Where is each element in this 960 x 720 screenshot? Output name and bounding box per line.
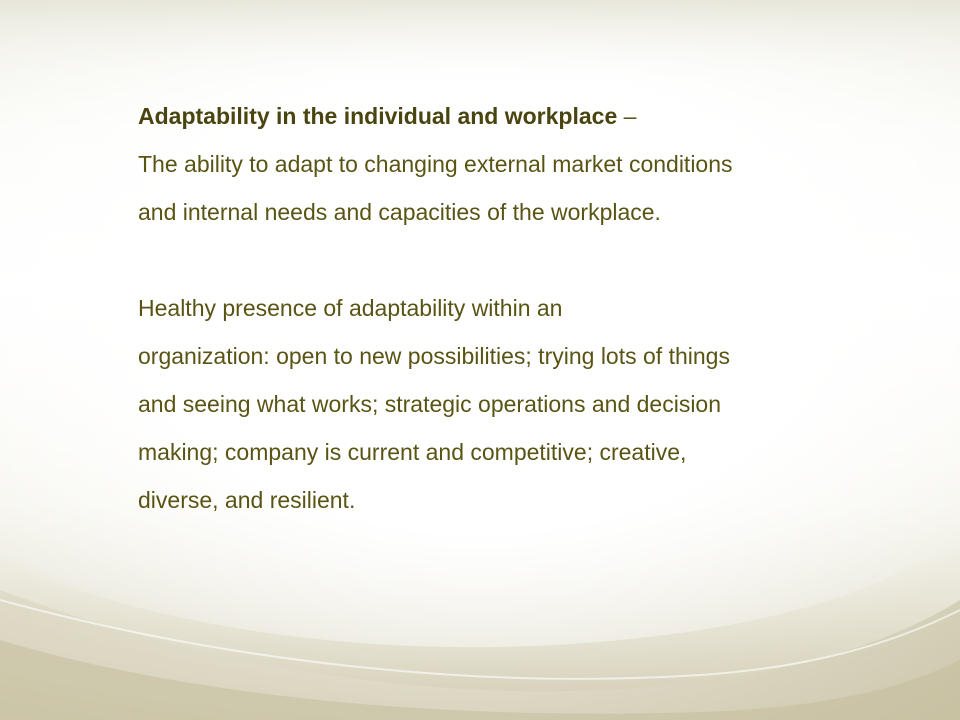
top-shade bbox=[0, 0, 960, 90]
slide-content: Adaptability in the individual and workp… bbox=[138, 92, 858, 524]
slide-heading: Adaptability in the individual and workp… bbox=[138, 92, 858, 140]
presence-line-5: diverse, and resilient. bbox=[138, 487, 356, 513]
presence-line-3: and seeing what works; strategic operati… bbox=[138, 391, 722, 417]
definition-line-1: The ability to adapt to changing externa… bbox=[138, 151, 733, 177]
heading-suffix: – bbox=[617, 103, 637, 129]
presence-line-4: making; company is current and competiti… bbox=[138, 439, 687, 465]
wave-highlight bbox=[0, 599, 960, 680]
heading-bold: Adaptability in the individual and workp… bbox=[138, 103, 618, 129]
presence-line-2: organization: open to new possibilities;… bbox=[138, 343, 730, 369]
definition-line-2: and internal needs and capacities of the… bbox=[138, 199, 661, 225]
wave-front bbox=[0, 640, 960, 720]
paragraph-gap bbox=[138, 236, 858, 284]
wave-middle bbox=[0, 590, 960, 720]
presence-line-1: Healthy presence of adaptability within … bbox=[138, 295, 563, 321]
